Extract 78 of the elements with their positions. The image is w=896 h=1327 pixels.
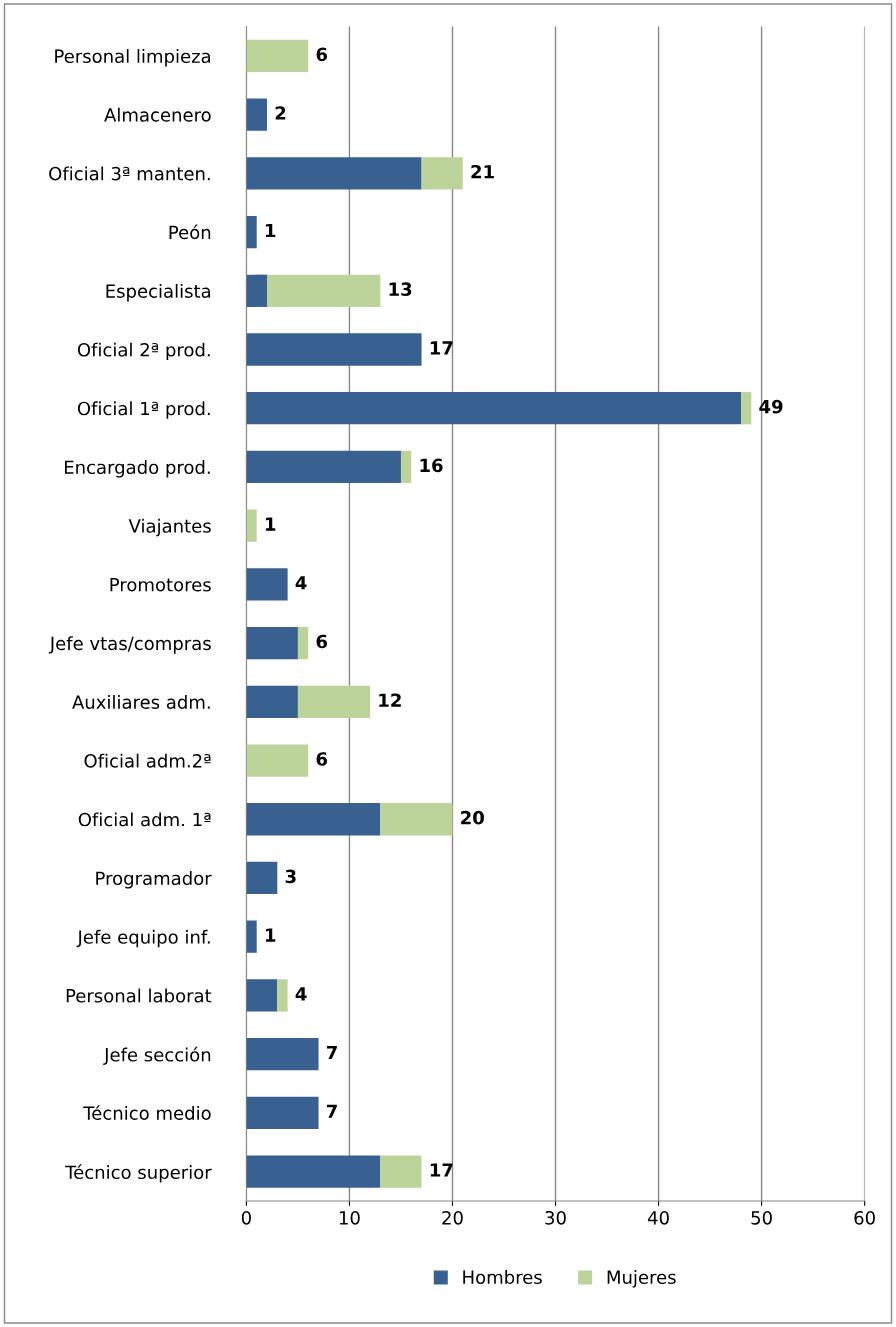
y-tick-label: Oficial adm. 1ª (78, 812, 211, 827)
bar (380, 803, 453, 836)
x-tick-label: 40 (647, 1210, 669, 1225)
bar (740, 392, 752, 425)
total-label: 12 (379, 693, 401, 707)
y-tick-label: Jefe sección (103, 1046, 211, 1065)
bar (246, 509, 257, 542)
y-tick-label: Técnico superior (65, 1164, 212, 1183)
bar (246, 861, 278, 895)
total-label: 2 (275, 106, 286, 120)
bar (246, 215, 257, 249)
bar (246, 744, 309, 777)
total-label: 17 (430, 341, 453, 355)
y-tick-label: Oficial 2ª prod. (77, 342, 210, 361)
total-label: 6 (316, 47, 328, 62)
x-tick-label: 0 (241, 1210, 251, 1225)
bar (246, 333, 422, 366)
bar (277, 979, 288, 1012)
total-label: 6 (316, 752, 328, 766)
bar (246, 98, 268, 131)
bar (297, 685, 371, 718)
bar (246, 39, 309, 73)
total-label: 20 (461, 810, 484, 825)
y-tick-label: Promotores (110, 578, 211, 592)
bar (297, 626, 309, 660)
total-label: 1 (265, 928, 276, 942)
legend-label: Mujeres (607, 1270, 676, 1288)
total-label: 4 (295, 576, 307, 590)
x-tick-label: 60 (854, 1210, 875, 1225)
y-tick-label: Programador (96, 871, 212, 889)
total-label: 4 (295, 987, 307, 1001)
bar (380, 1155, 422, 1188)
y-tick-label: Oficial 1ª prod. (77, 401, 210, 419)
total-label: 1 (265, 517, 276, 531)
total-label: 49 (759, 399, 783, 414)
x-tick-label: 20 (442, 1210, 463, 1225)
y-tick-label: Técnico medio (83, 1105, 211, 1120)
y-tick-label: Peón (169, 224, 211, 240)
x-tick-label: 10 (339, 1210, 360, 1225)
total-label: 13 (389, 282, 412, 297)
bar (267, 274, 381, 307)
bar (400, 450, 412, 484)
bar (246, 1037, 319, 1071)
y-tick-label: Viajantes (128, 518, 211, 537)
bar (246, 1096, 319, 1129)
x-tick-label: 30 (545, 1210, 566, 1225)
bar (246, 626, 298, 660)
y-tick-label: Auxiliares adm. (72, 694, 210, 709)
bar (246, 450, 401, 484)
bar (246, 392, 741, 425)
total-label: 21 (471, 164, 494, 179)
y-tick-label: Especialista (106, 283, 211, 302)
total-label: 17 (430, 1163, 453, 1177)
bar (246, 979, 278, 1012)
y-tick-label: Personal laborat (66, 988, 212, 1003)
legend-label: Hombres (463, 1270, 542, 1285)
y-tick-label: Personal limpieza (55, 49, 211, 67)
total-label: 7 (326, 1104, 337, 1118)
bar (246, 274, 268, 307)
y-tick-label: Encargado prod. (65, 460, 210, 478)
bar (246, 803, 381, 836)
bar (246, 157, 422, 190)
y-tick-label: Jefe equipo inf. (76, 929, 210, 948)
total-label: 1 (265, 223, 276, 238)
y-tick-label: Almacenero (104, 107, 211, 122)
bar (246, 1155, 381, 1188)
bar (246, 920, 257, 953)
bar (421, 157, 463, 190)
y-tick-label: Oficial 3ª manten. (49, 166, 210, 181)
total-label: 7 (326, 1045, 337, 1060)
y-tick-label: Jefe vtas/compras (48, 636, 211, 654)
y-tick-label: Oficial adm.2ª (84, 753, 211, 768)
bar (246, 685, 298, 718)
total-label: 3 (285, 869, 296, 884)
x-tick-label: 50 (751, 1210, 772, 1225)
bar (246, 568, 288, 601)
total-label: 6 (316, 634, 328, 649)
total-label: 16 (420, 458, 443, 473)
